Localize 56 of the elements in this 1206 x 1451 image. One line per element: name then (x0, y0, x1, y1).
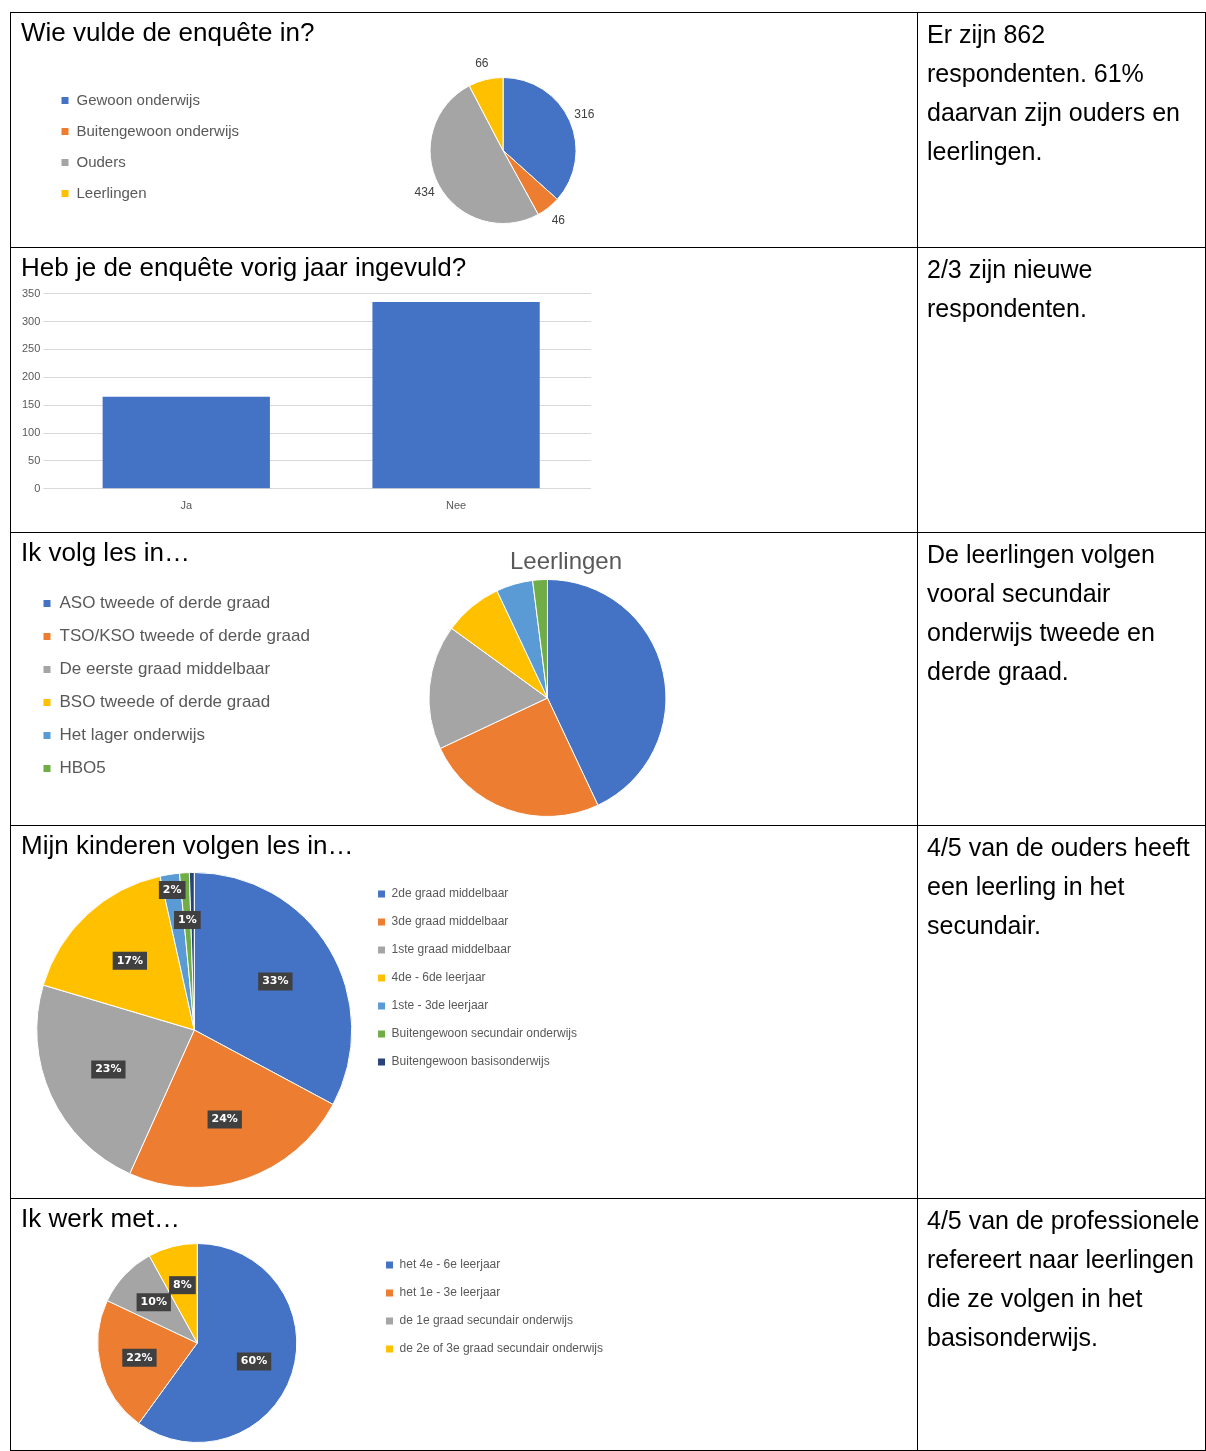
legend-label: Gewoon onderwijs (76, 90, 200, 108)
legend-label: TSO/KSO tweede of derde graad (59, 626, 310, 646)
legend-label: Buitengewoon onderwijs (76, 121, 240, 139)
y-tick-label: 100 (21, 426, 41, 439)
legend-label: het 1e - 3e leerjaar (399, 1285, 501, 1300)
data-label: 22% (126, 1350, 153, 1364)
data-label: 33% (262, 974, 289, 988)
data-label: 60% (240, 1354, 268, 1368)
text: 4/5 van de professionele refereert naar leerlingen die ze volgen in het basisonderwijs. (927, 1205, 1201, 1353)
legend-label: de 2e of 3e graad secundair onderwijs (399, 1341, 603, 1356)
chart-title: Ik volg les in… (21, 537, 191, 568)
data-label: 17% (116, 953, 144, 967)
chart-title: Heb je de enquête vorig jaar ingevuld? (21, 252, 467, 283)
data-label: 66 (475, 56, 489, 71)
y-tick-label: 250 (21, 342, 41, 355)
chart-title: Wie vulde de enquête in? (21, 17, 315, 48)
y-tick-label: 50 (28, 453, 41, 466)
legend-label: Buitengewoon secundair onderwijs (391, 1026, 577, 1041)
chart-subtitle: Leerlingen (508, 547, 624, 575)
legend-label: De eerste graad middelbaar (59, 659, 271, 679)
data-label: 10% (140, 1294, 167, 1308)
legend-label: 2de graad middelbaar (391, 886, 509, 901)
text: 2/3 zijn nieuwe respondenten. (927, 254, 1094, 324)
y-tick-label: 200 (21, 370, 41, 383)
legend-label: Buitengewoon basisonderwijs (391, 1054, 550, 1069)
y-tick-label: 0 (34, 481, 41, 494)
data-label: 434 (414, 184, 435, 199)
data-label: 1% (178, 912, 197, 926)
legend-label: 1ste - 3de leerjaar (391, 998, 489, 1013)
legend-label: het 4e - 6e leerjaar (399, 1257, 501, 1272)
legend-label: 1ste graad middelbaar (391, 942, 511, 957)
legend-label: 3de graad middelbaar (391, 914, 509, 929)
data-label: 46 (551, 212, 566, 227)
data-label: 24% (211, 1112, 238, 1126)
text: De leerlingen volgen vooral secundair onderwijs tweede en derde graad. (927, 539, 1156, 687)
chart-title: Mijn kinderen volgen les in… (21, 830, 354, 861)
y-tick-label: 350 (21, 286, 41, 299)
legend-label: Leerlingen (76, 183, 147, 201)
y-tick-label: 300 (21, 314, 41, 327)
y-tick-label: 150 (21, 398, 41, 411)
chart-title: Ik werk met… (21, 1203, 180, 1234)
x-tick-label: Nee (445, 499, 467, 512)
legend-label: de 1e graad secundair onderwijs (399, 1313, 573, 1328)
data-label: 2% (162, 882, 182, 896)
legend-label: 4de - 6de leerjaar (391, 970, 486, 985)
data-label: 8% (173, 1278, 192, 1292)
data-label: 23% (95, 1062, 122, 1076)
legend-label: HBO5 (59, 758, 106, 778)
legend-label: ASO tweede of derde graad (59, 593, 271, 613)
text: daarvan zijn ouders en leerlingen. (927, 98, 1180, 165)
legend-label: BSO tweede of derde graad (59, 692, 271, 712)
legend-label: Ouders (76, 152, 126, 170)
text: 4/5 van de ouders heeft een leerling in het secundair. (927, 832, 1191, 941)
data-label: 316 (574, 106, 595, 121)
legend-label: Het lager onderwijs (59, 725, 206, 745)
x-tick-label: Ja (180, 499, 193, 512)
